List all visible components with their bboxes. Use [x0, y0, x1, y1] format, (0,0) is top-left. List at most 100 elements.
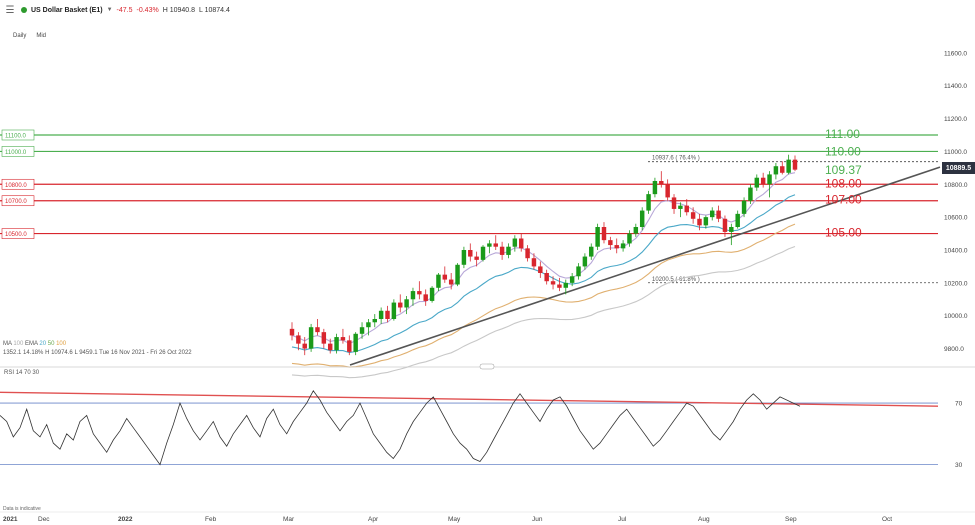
candle-body-34	[506, 246, 511, 255]
fib-label-0: 10937.6 ( 76.4% )	[652, 156, 700, 162]
instrument-name[interactable]: US Dollar Basket (E1)	[31, 6, 103, 14]
candle-body-69	[729, 227, 734, 232]
ma-line	[291, 172, 796, 345]
period-selector[interactable]: Daily	[13, 33, 27, 39]
candle-body-48	[595, 227, 600, 247]
x-tick-8: Jul	[618, 516, 627, 523]
candlesticks	[289, 154, 798, 356]
session-low: L 10874.4	[199, 6, 230, 14]
candle-body-65	[703, 217, 709, 226]
candle-body-77	[780, 166, 785, 173]
chevron-down-icon[interactable]: ▼	[106, 7, 113, 13]
price-type-selector[interactable]: Mid	[36, 33, 47, 39]
candle-body-41	[550, 281, 556, 285]
session-high: H 10940.8	[162, 6, 196, 14]
candle-body-64	[697, 218, 702, 226]
date-range: Tue 16 Nov 2021 - Fri 26 Oct 2022	[99, 350, 192, 356]
candle-body-26	[455, 264, 460, 285]
candle-body-4	[315, 327, 320, 333]
candle-body-31	[487, 243, 492, 247]
candle-body-58	[659, 181, 664, 185]
level-right-label-4: 105.00	[825, 226, 862, 240]
candle-body-70	[735, 213, 740, 227]
y-tick-0: 11600.0	[944, 50, 967, 57]
hamburger-menu-icon[interactable]: ☰	[5, 4, 15, 16]
x-tick-3: Feb	[205, 516, 217, 523]
candle-body-30	[480, 246, 486, 260]
ema-20-line	[291, 194, 796, 354]
x-tick-9: Aug	[698, 516, 710, 523]
candle-body-66	[709, 210, 715, 218]
disclaimer: Data is indicative	[3, 506, 41, 512]
candle-body-16	[391, 302, 397, 319]
candle-body-2	[302, 343, 307, 349]
candle-body-28	[468, 250, 473, 257]
candle-body-78	[786, 159, 791, 173]
candle-body-42	[557, 284, 562, 288]
x-tick-2: 2022	[118, 516, 133, 523]
candle-body-21	[423, 294, 428, 301]
candle-body-15	[385, 310, 390, 319]
candle-body-54	[633, 227, 639, 234]
candle-body-40	[544, 273, 549, 282]
x-tick-11: Oct	[882, 516, 892, 523]
ma-label[interactable]: MA	[3, 341, 12, 347]
candle-body-0	[289, 328, 295, 336]
candle-body-39	[538, 266, 543, 273]
candle-body-25	[448, 279, 454, 285]
candle-body-62	[684, 205, 689, 213]
range-stat: 1352.1	[3, 350, 22, 356]
candle-body-12	[366, 322, 371, 328]
rsi-line	[0, 390, 801, 466]
market-status-icon	[21, 7, 27, 13]
candle-body-74	[760, 177, 766, 185]
price-axis: 11600.0 11400.0 11200.0 11000.0 10800.0 10600…	[944, 50, 968, 353]
y-tick-2: 11200.0	[944, 116, 967, 123]
candle-body-23	[436, 274, 441, 288]
ma-period: 100	[13, 341, 24, 347]
candle-body-46	[582, 256, 588, 267]
ema-50-line	[291, 223, 796, 368]
rsi-70-axis-label: 70	[955, 401, 963, 408]
range-stat-pct: 14.18%	[23, 350, 44, 356]
candle-body-71	[741, 200, 747, 214]
candle-body-27	[461, 250, 467, 265]
rsi-legend: RSI 14 70 30	[4, 370, 39, 376]
candle-body-76	[773, 166, 779, 175]
y-tick-7: 10200.0	[944, 280, 968, 287]
level-axis-label-2: 10800.0	[5, 183, 27, 189]
time-axis: 2021 Dec 2022 Feb Mar Apr May Jun Jul Aug Sep Oct	[0, 511, 975, 523]
candle-body-60	[671, 197, 677, 209]
y-tick-5: 10600.0	[944, 215, 968, 222]
candle-body-29	[474, 256, 479, 260]
price-change: -47.5	[116, 6, 133, 14]
candle-body-55	[639, 210, 645, 227]
level-axis-box-1	[1, 146, 35, 157]
candle-body-8	[340, 337, 346, 341]
range-high: H 10974.6	[45, 350, 73, 356]
candle-body-73	[754, 177, 760, 188]
candle-body-36	[518, 238, 524, 249]
chart-header: ☰ US Dollar Basket (E1) ▼ -47.5 -0.43% H…	[0, 0, 975, 20]
rsi-label[interactable]: RSI	[4, 370, 15, 376]
level-axis-label-3: 10700.0	[5, 199, 27, 205]
candle-body-5	[321, 332, 327, 344]
candle-body-35	[512, 238, 518, 247]
ema-label[interactable]: EMA	[25, 341, 38, 347]
candle-body-10	[353, 333, 358, 352]
candle-body-68	[722, 218, 728, 232]
level-right-label-0: 111.00	[825, 127, 860, 141]
x-tick-4: Mar	[283, 516, 295, 523]
level-axis-box-3	[1, 195, 35, 207]
candle-body-57	[652, 181, 658, 195]
candle-body-13	[372, 319, 378, 323]
candle-body-72	[748, 187, 753, 201]
ema-20-period: 20	[39, 341, 47, 347]
candle-body-7	[334, 337, 339, 351]
candle-body-14	[378, 310, 384, 319]
candle-body-52	[620, 243, 626, 249]
candle-body-79	[792, 159, 798, 170]
